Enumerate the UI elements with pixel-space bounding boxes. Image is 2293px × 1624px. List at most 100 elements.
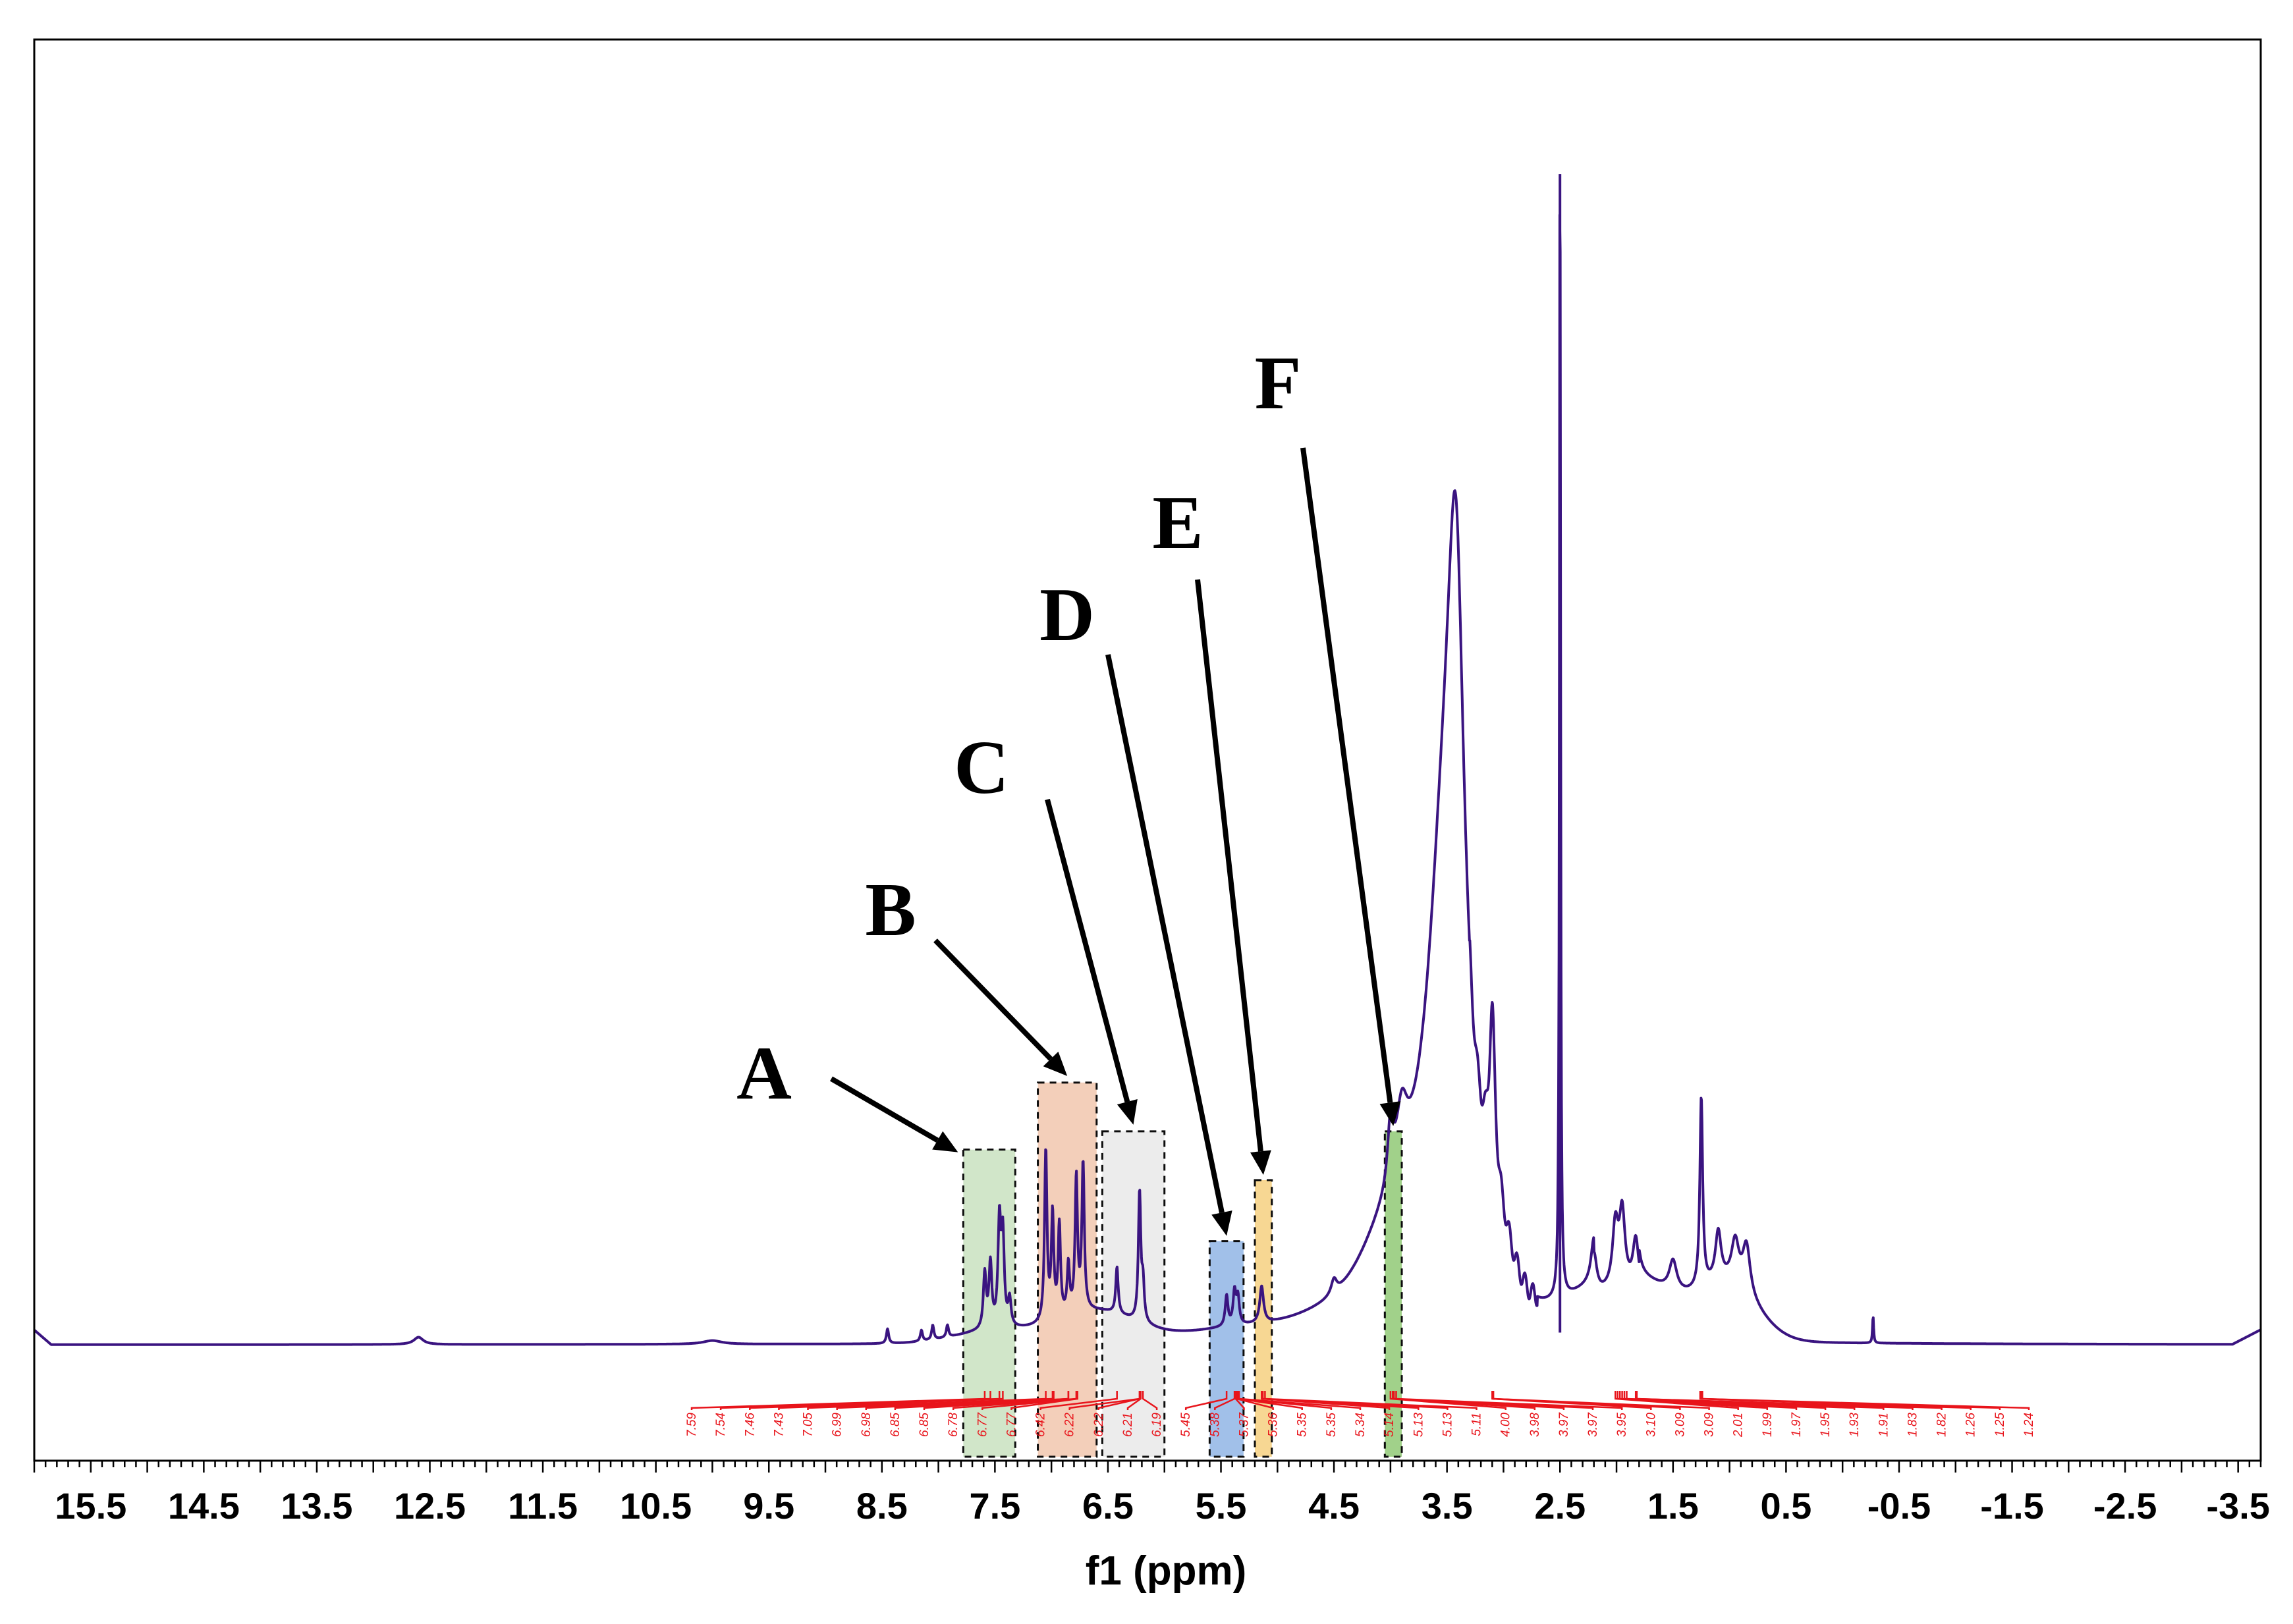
peak-label-leader — [923, 1391, 1070, 1410]
x-tick-label: 5.5 — [1196, 1485, 1247, 1527]
x-tick-label: 7.5 — [969, 1485, 1020, 1527]
peak-label: 6.77 — [976, 1412, 989, 1437]
peak-label-leader — [1264, 1391, 1478, 1410]
x-axis-title: f1 (ppm) — [1086, 1548, 1247, 1594]
arrow-e — [1195, 579, 1263, 1152]
peak-label-leader — [1039, 1391, 1118, 1410]
arrow-d — [1105, 654, 1225, 1214]
peak-label-leader — [952, 1391, 1078, 1410]
peak-label: 1.25 — [1993, 1413, 2007, 1437]
peak-label: 6.98 — [860, 1413, 873, 1437]
x-tick-label: -0.5 — [1867, 1485, 1931, 1527]
x-tick-label: 10.5 — [620, 1485, 692, 1527]
arrowhead-e — [1250, 1150, 1271, 1175]
peak-label: 7.46 — [743, 1413, 757, 1437]
peak-label-leader — [1615, 1391, 1739, 1410]
peak-label: 5.36 — [1267, 1413, 1281, 1437]
peak-label: 3.95 — [1615, 1413, 1629, 1437]
arrowhead-a — [932, 1131, 958, 1152]
peak-label: 5.13 — [1412, 1413, 1425, 1437]
x-tick-label: 2.5 — [1534, 1485, 1586, 1527]
region-label-b: B — [865, 868, 916, 952]
arrowhead-d — [1211, 1210, 1232, 1236]
spectrum-line — [33, 174, 2262, 1346]
peak-label: 5.35 — [1325, 1413, 1339, 1437]
x-tick-label: 0.5 — [1760, 1485, 1811, 1527]
peak-label: 7.05 — [802, 1413, 815, 1437]
arrowhead-c — [1117, 1099, 1138, 1125]
peak-label: 1.82 — [1935, 1413, 1949, 1437]
peak-label-leader — [1389, 1391, 1506, 1410]
peak-label: 3.09 — [1703, 1413, 1717, 1437]
x-tick-label: 9.5 — [743, 1485, 794, 1527]
peak-label: 3.97 — [1586, 1412, 1600, 1437]
x-tick-label: 1.5 — [1647, 1485, 1699, 1527]
peak-label: 5.11 — [1470, 1413, 1484, 1436]
peak-label: 6.78 — [947, 1413, 960, 1437]
highlight-region-d — [1208, 1240, 1245, 1458]
peak-label: 6.42 — [1034, 1413, 1048, 1437]
peak-label: 7.54 — [714, 1413, 728, 1437]
peak-label: 3.10 — [1644, 1413, 1658, 1437]
x-tick-label: 15.5 — [55, 1485, 126, 1527]
x-tick-label: 6.5 — [1082, 1485, 1134, 1527]
peak-label-leader — [1236, 1391, 1274, 1410]
peak-label: 6.77 — [1005, 1412, 1018, 1437]
peak-label: 6.99 — [831, 1413, 844, 1437]
peak-label: 1.91 — [1877, 1413, 1891, 1437]
peak-label-leader — [1010, 1391, 1078, 1410]
region-label-a: A — [736, 1031, 792, 1116]
highlight-region-c — [1101, 1130, 1166, 1458]
highlight-region-f — [1383, 1130, 1403, 1458]
arrow-c — [1045, 798, 1130, 1103]
peak-labels: 7.59 7.54 7.46 7.43 7.05 6.99 6.98 6.85 6.85 6.78… — [685, 1412, 2036, 1438]
peak-label-leader — [1636, 1391, 1943, 1410]
x-tick-label: 11.5 — [508, 1485, 578, 1527]
peak-label: 5.38 — [1208, 1413, 1222, 1437]
x-tick-label: 14.5 — [168, 1485, 240, 1527]
peak-label-leader — [1142, 1391, 1158, 1410]
peak-label: 1.93 — [1848, 1413, 1862, 1437]
peak-label-leader — [1184, 1391, 1228, 1410]
peak-label: 5.45 — [1179, 1413, 1193, 1437]
peak-label-leader — [1097, 1391, 1141, 1410]
peak-label-leader — [1237, 1391, 1333, 1410]
region-label-c: C — [954, 726, 1009, 810]
x-tick-label: 3.5 — [1422, 1485, 1473, 1527]
peak-label: 1.95 — [1819, 1413, 1833, 1437]
peak-label: 3.09 — [1673, 1413, 1687, 1437]
peak-label: 5.34 — [1354, 1413, 1368, 1437]
peak-label-leader — [1238, 1391, 1362, 1410]
peak-label: 5.14 — [1383, 1413, 1396, 1437]
x-tick-label: -2.5 — [2093, 1485, 2157, 1527]
peak-label: 1.26 — [1964, 1413, 1978, 1437]
peak-label: 6.21 — [1121, 1413, 1135, 1437]
x-tick-label: 12.5 — [394, 1485, 466, 1527]
plot-frame — [33, 38, 2262, 1462]
x-axis-tick-labels: 15.5 14.5 13.5 12.5 11.5 10.5 9.5 8.5 7.5 6.5 5.5 4… — [55, 1485, 2270, 1527]
peak-label: 6.22 — [1092, 1413, 1106, 1437]
arrow-f — [1300, 447, 1393, 1103]
peak-label: 4.00 — [1499, 1413, 1513, 1437]
peak-label: 6.19 — [1150, 1413, 1164, 1437]
peak-label-leader — [1395, 1391, 1623, 1410]
peak-label-leader — [1701, 1391, 2030, 1410]
peak-label: 1.99 — [1761, 1413, 1775, 1437]
peak-label: 5.13 — [1441, 1413, 1454, 1437]
peak-label: 1.97 — [1790, 1412, 1804, 1437]
peak-label-leader — [1492, 1391, 1710, 1410]
x-tick-label: 4.5 — [1308, 1485, 1360, 1527]
peak-label: 5.35 — [1296, 1413, 1310, 1437]
peak-label-leaders — [690, 1391, 2030, 1410]
x-tick-label: -3.5 — [2206, 1485, 2270, 1527]
peak-label: 6.22 — [1063, 1413, 1077, 1437]
peak-label: 3.98 — [1528, 1413, 1542, 1437]
peak-label: 5.37 — [1237, 1412, 1251, 1437]
arrow-b — [933, 938, 1053, 1061]
x-axis-ticks — [33, 1461, 2262, 1473]
peak-label-leader — [865, 1391, 1055, 1410]
peak-label: 7.59 — [685, 1413, 699, 1437]
peak-label-leader — [1214, 1391, 1236, 1410]
